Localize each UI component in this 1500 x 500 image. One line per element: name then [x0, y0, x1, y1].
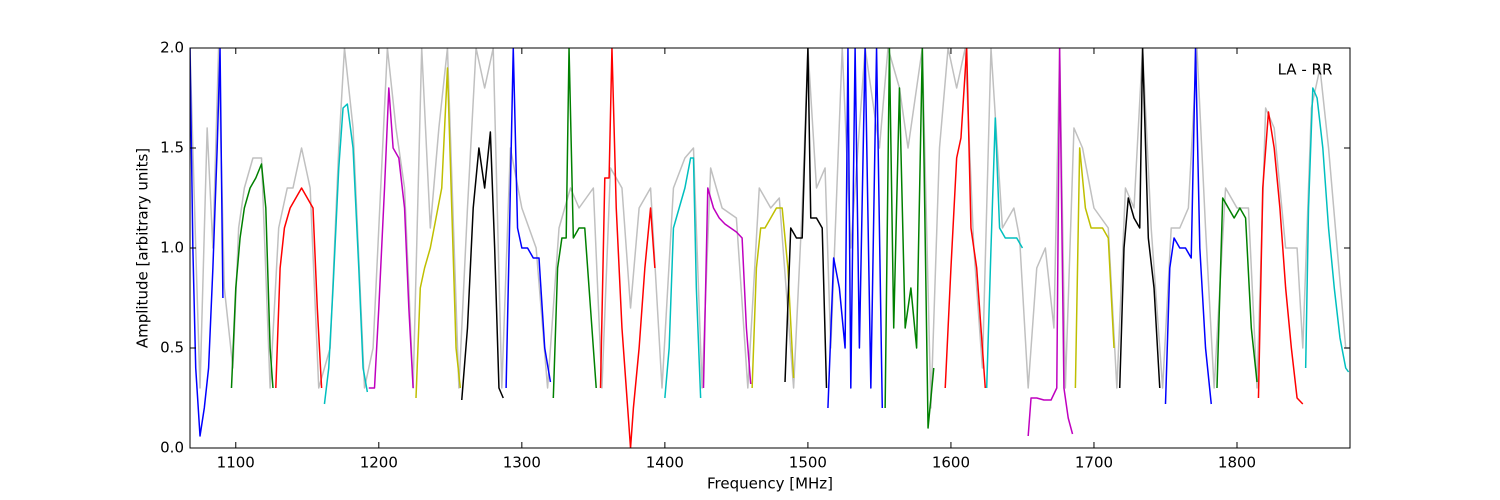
series-line [702, 187, 752, 389]
series-line [784, 48, 828, 389]
y-tick-label: 0.0 [160, 439, 184, 457]
x-tick-label: 1600 [932, 454, 970, 472]
series-line [1118, 48, 1161, 389]
x-tick-label: 1200 [360, 454, 398, 472]
series-line [323, 103, 369, 405]
series-line [552, 48, 597, 399]
series-line [461, 131, 504, 401]
plot-lines [190, 48, 1350, 448]
series-line [275, 187, 323, 389]
series-line [1257, 111, 1304, 405]
y-tick-label: 0.5 [160, 339, 184, 357]
x-tick-label: 1500 [789, 454, 827, 472]
series-line [827, 48, 884, 409]
series-line [664, 157, 702, 399]
series-line [944, 48, 987, 389]
y-tick-label: 2.0 [160, 39, 184, 57]
series-line [368, 87, 414, 389]
x-tick-label: 1100 [217, 454, 255, 472]
x-tick-label: 1700 [1075, 454, 1113, 472]
series-line [599, 48, 656, 448]
x-tick-label: 1300 [503, 454, 541, 472]
series-line [985, 117, 1024, 389]
series-line [1074, 147, 1115, 389]
series-line [415, 67, 462, 399]
series-line [751, 207, 795, 389]
x-tick-label: 1800 [1218, 454, 1256, 472]
series-line [1304, 87, 1350, 373]
series-line [1164, 48, 1213, 405]
y-tick-label: 1.0 [160, 239, 184, 257]
series-line [1027, 48, 1074, 437]
x-tick-label: 1400 [646, 454, 684, 472]
series-line [1216, 197, 1258, 389]
series-line [190, 48, 224, 437]
series-line [884, 48, 935, 429]
series-line [505, 48, 552, 389]
annotation: LA - RR [1278, 61, 1333, 79]
series-line [190, 48, 1350, 409]
y-tick-label: 1.5 [160, 139, 184, 157]
series-line [230, 163, 274, 389]
x-axis-label: Frequency [MHz] [707, 475, 833, 493]
y-axis-label: Amplitude [arbitrary units] [134, 148, 152, 348]
